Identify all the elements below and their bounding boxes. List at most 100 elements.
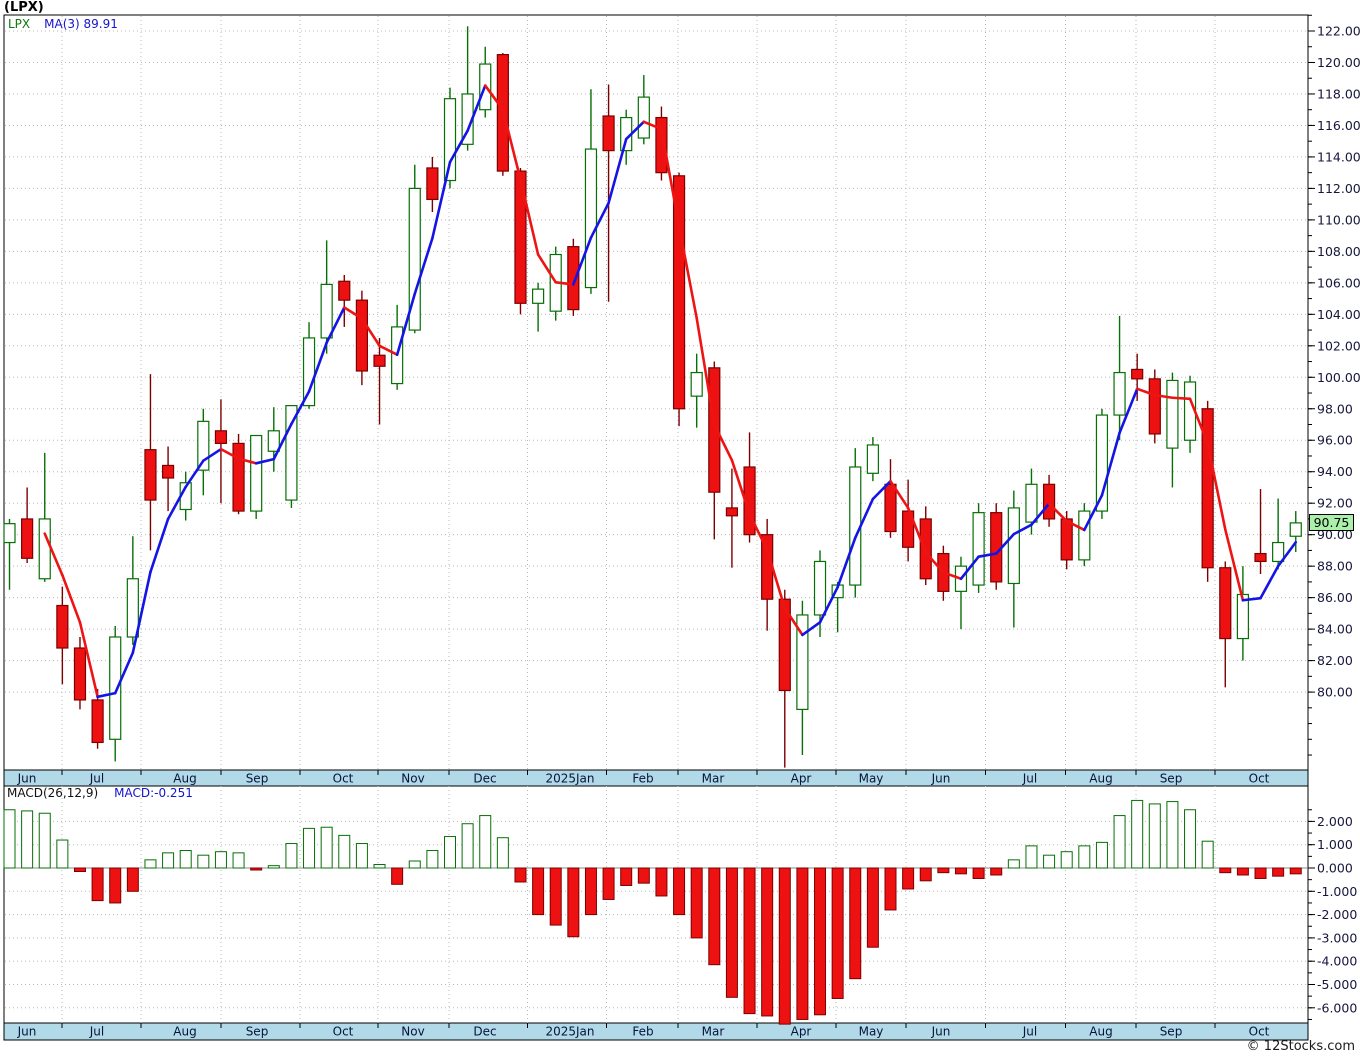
price-axis-label: 102.00 xyxy=(1317,338,1360,353)
month-label: Oct xyxy=(1249,1025,1270,1039)
macd-legend: MACD(26,12,9) MACD:-0.251 xyxy=(7,786,193,800)
candle-body xyxy=(250,434,263,512)
candle-body xyxy=(355,299,368,372)
candle-body xyxy=(38,518,51,580)
month-label: Jul xyxy=(1022,772,1037,786)
candle-body xyxy=(637,96,650,139)
month-label: Jul xyxy=(89,1025,104,1039)
macd-bar xyxy=(919,867,932,882)
month-label: Aug xyxy=(173,1025,196,1039)
macd-bar xyxy=(408,860,421,869)
price-axis-label: 92.00 xyxy=(1317,496,1353,511)
ma-line-segment xyxy=(342,306,364,320)
macd-bar xyxy=(73,867,86,872)
ma-line-segment xyxy=(519,178,540,256)
ma-line-segment xyxy=(572,236,593,286)
macd-bar xyxy=(91,867,104,902)
main-chart-legend: LPX MA(3) 89.91 xyxy=(8,17,118,31)
month-label: Mar xyxy=(702,1025,725,1039)
month-band xyxy=(3,769,1309,787)
macd-bar xyxy=(655,867,668,897)
candle-body xyxy=(320,283,333,339)
candle-body xyxy=(602,115,615,152)
ma-line-segment xyxy=(307,341,328,393)
candle-body xyxy=(725,507,739,517)
ma-line-segment xyxy=(1083,494,1104,532)
ma-line-segment xyxy=(78,620,99,699)
macd-bar xyxy=(1254,867,1267,879)
candle-body xyxy=(655,116,668,174)
ma-line-segment xyxy=(149,517,170,574)
candle-body xyxy=(214,430,228,444)
price-axis-label: 82.00 xyxy=(1317,653,1353,668)
candle-body xyxy=(584,148,598,289)
ma-line-segment xyxy=(871,479,892,501)
month-label: Dec xyxy=(473,772,496,786)
legend-ma-value: MA(3) 89.91 xyxy=(44,17,118,31)
candle-body xyxy=(21,518,34,559)
ma-line-segment xyxy=(1012,523,1033,536)
candle-body xyxy=(1219,567,1232,640)
ma-line-segment xyxy=(131,570,152,655)
macd-bar xyxy=(514,867,527,883)
candle-body xyxy=(919,518,932,580)
window-title: (LPX) xyxy=(4,0,44,15)
macd-bar xyxy=(549,867,562,926)
ma-line-segment xyxy=(61,573,82,624)
macd-bar xyxy=(444,836,456,869)
macd-axis-label: -6.000 xyxy=(1317,1000,1357,1015)
ma-line-segment xyxy=(889,479,910,510)
ma-line-segment xyxy=(783,606,804,637)
ma-line-segment xyxy=(360,317,381,348)
candle-body xyxy=(690,371,703,397)
ma-line-segment xyxy=(448,129,469,164)
macd-bar xyxy=(250,867,263,871)
ma-line-segment xyxy=(1188,397,1209,445)
ma-line-segment xyxy=(554,281,575,286)
ma-line-segment xyxy=(818,585,839,624)
month-label: Oct xyxy=(1249,772,1270,786)
macd-bar xyxy=(320,826,333,869)
ma-line-segment xyxy=(1259,564,1280,600)
candle-body xyxy=(3,523,16,544)
candle-body xyxy=(232,442,245,512)
month-label: Jun xyxy=(931,772,951,786)
macd-bar xyxy=(1289,867,1302,875)
month-label: Nov xyxy=(401,1025,424,1039)
candle-body xyxy=(91,699,104,744)
price-axis-label: 96.00 xyxy=(1317,433,1353,448)
ma-line-segment xyxy=(237,457,258,465)
month-label: Apr xyxy=(791,1025,812,1039)
macd-bar xyxy=(708,867,721,966)
ma-line-segment xyxy=(695,316,716,426)
macd-bar xyxy=(338,834,351,869)
macd-bar xyxy=(232,852,245,869)
macd-bar xyxy=(109,867,122,904)
candle-body xyxy=(1113,371,1126,416)
price-axis-label: 88.00 xyxy=(1317,559,1353,574)
candle-body xyxy=(73,647,87,701)
candle-body xyxy=(161,464,175,479)
ma-line-segment xyxy=(1206,442,1227,531)
candle-body xyxy=(1254,552,1267,563)
month-label: Sep xyxy=(246,1025,269,1039)
ma-line-segment xyxy=(924,551,945,574)
macd-axis-label: -2.000 xyxy=(1317,907,1357,922)
price-axis-label: 80.00 xyxy=(1317,685,1353,700)
ma-line-segment xyxy=(43,532,64,577)
ma-line-segment xyxy=(765,548,787,610)
macd-bar xyxy=(690,867,703,939)
candle-body xyxy=(109,636,122,740)
macd-bar xyxy=(214,851,227,869)
ma-line-segment xyxy=(942,571,963,581)
candle-body xyxy=(1060,518,1073,561)
macd-axis-label: -4.000 xyxy=(1317,954,1357,969)
ma-line-segment xyxy=(607,137,628,205)
candle-body xyxy=(1131,368,1144,380)
macd-bar xyxy=(532,867,545,916)
month-label: Dec xyxy=(473,1025,496,1039)
candle-body xyxy=(778,598,791,692)
candle-body xyxy=(285,405,298,501)
candle-body xyxy=(866,444,879,474)
